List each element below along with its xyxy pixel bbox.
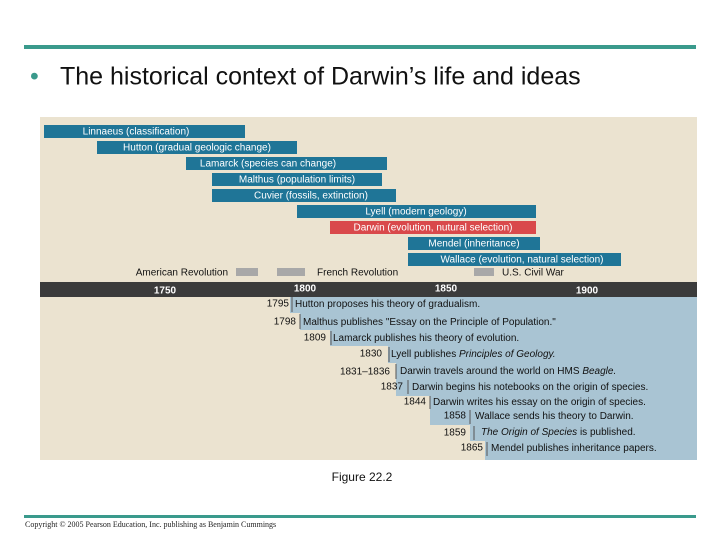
lifespan-label: Lamarck (species can change)	[200, 159, 336, 170]
revolutions: American Revolution French Revolution U.…	[136, 268, 565, 279]
event-text: Hutton proposes his theory of gradualism…	[295, 299, 480, 310]
lifespan-label: Hutton (gradual geologic change)	[123, 143, 271, 154]
axis-label: 1750	[154, 286, 177, 297]
lifespan-label: Wallace (evolution, natural selection)	[440, 255, 603, 266]
slide-title: The historical context of Darwin’s life …	[60, 63, 581, 91]
event-text-part: Lyell publishes	[391, 349, 459, 360]
events: 1795 Hutton proposes his theory of gradu…	[267, 297, 657, 456]
event-year: 1858	[444, 411, 467, 422]
event-year: 1830	[360, 349, 383, 360]
revolution-label: French Revolution	[317, 268, 398, 279]
lifespan-bar	[408, 253, 621, 266]
lifespan-label: Malthus (population limits)	[239, 175, 355, 186]
event-year: 1798	[274, 317, 297, 328]
event-text-part: Principles of Geology.	[459, 349, 556, 360]
event-text-part: Darwin begins his notebooks on the origi…	[412, 382, 648, 393]
event-text-part: Lamarck publishes his theory of evolutio…	[333, 333, 519, 344]
event-year: 1831–1836	[340, 367, 390, 378]
event-text: Lamarck publishes his theory of evolutio…	[333, 333, 519, 344]
event-text-part: Darwin travels around the world on HMS	[400, 366, 582, 377]
bullet: •	[30, 63, 39, 91]
copyright: Copyright © 2005 Pearson Education, Inc.…	[25, 520, 276, 529]
event-text: Darwin writes his essay on the origin of…	[433, 397, 646, 408]
event-text: Lyell publishes Principles of Geology.	[391, 349, 556, 360]
event-text: Mendel publishes inheritance papers.	[491, 443, 657, 454]
figure-caption: Figure 22.2	[332, 470, 393, 484]
lifespan-label: Linnaeus (classification)	[83, 127, 190, 138]
event-text-part: The Origin of Species	[481, 427, 577, 438]
lifespans: Linnaeus (classification) Hutton (gradua…	[44, 125, 621, 266]
lifespan-bar	[408, 237, 540, 250]
event-text: Darwin travels around the world on HMS B…	[400, 366, 616, 377]
revolution-label: American Revolution	[136, 268, 228, 279]
revolution-bar	[277, 268, 305, 276]
event-year: 1795	[267, 299, 290, 310]
event-year: 1809	[304, 333, 327, 344]
event-year: 1865	[461, 443, 484, 454]
event-year: 1844	[404, 397, 427, 408]
event-text-part: Mendel publishes inheritance papers.	[491, 443, 657, 454]
revolution-bar	[474, 268, 494, 276]
axis-label: 1800	[294, 284, 317, 295]
event-text-part: Darwin writes his essay on the origin of…	[433, 397, 646, 408]
revolution-bar	[236, 268, 258, 276]
event-year: 1837	[381, 382, 404, 393]
event-text: The Origin of Species is published.	[481, 427, 636, 438]
lifespan-bar	[44, 125, 245, 138]
event-text-part: is published.	[577, 427, 635, 438]
top-rule	[24, 45, 696, 49]
lifespan-label: Darwin (evolution, nutural selection)	[354, 223, 513, 234]
event-text: Wallace sends his theory to Darwin.	[475, 411, 634, 422]
event-text-part: Hutton proposes his theory of gradualism…	[295, 299, 480, 310]
axis-label: 1850	[435, 284, 458, 295]
lifespan-bar	[330, 221, 536, 234]
revolution-label: U.S. Civil War	[502, 268, 565, 279]
event-text: Darwin begins his notebooks on the origi…	[412, 382, 648, 393]
lifespan-bar	[97, 141, 297, 154]
lifespan-label: Cuvier (fossils, extinction)	[254, 191, 368, 202]
timeline-bar	[40, 282, 697, 297]
event-year: 1859	[444, 428, 467, 439]
lifespan-bar	[212, 173, 382, 186]
event-text-part: Beagle.	[582, 366, 616, 377]
event-text-part: Wallace sends his theory to Darwin.	[475, 411, 634, 422]
bottom-rule	[24, 515, 696, 518]
lifespan-bar	[297, 205, 536, 218]
event-text: Malthus publishes "Essay on the Principl…	[303, 317, 556, 328]
events-panel	[290, 297, 697, 460]
axis-label: 1900	[576, 286, 599, 297]
lifespan-bar	[186, 157, 387, 170]
lifespan-bar	[212, 189, 396, 202]
event-text-part: Malthus publishes "Essay on the Principl…	[303, 317, 556, 328]
lifespan-label: Mendel (inheritance)	[428, 239, 519, 250]
lifespan-label: Lyell (modern geology)	[365, 207, 466, 218]
